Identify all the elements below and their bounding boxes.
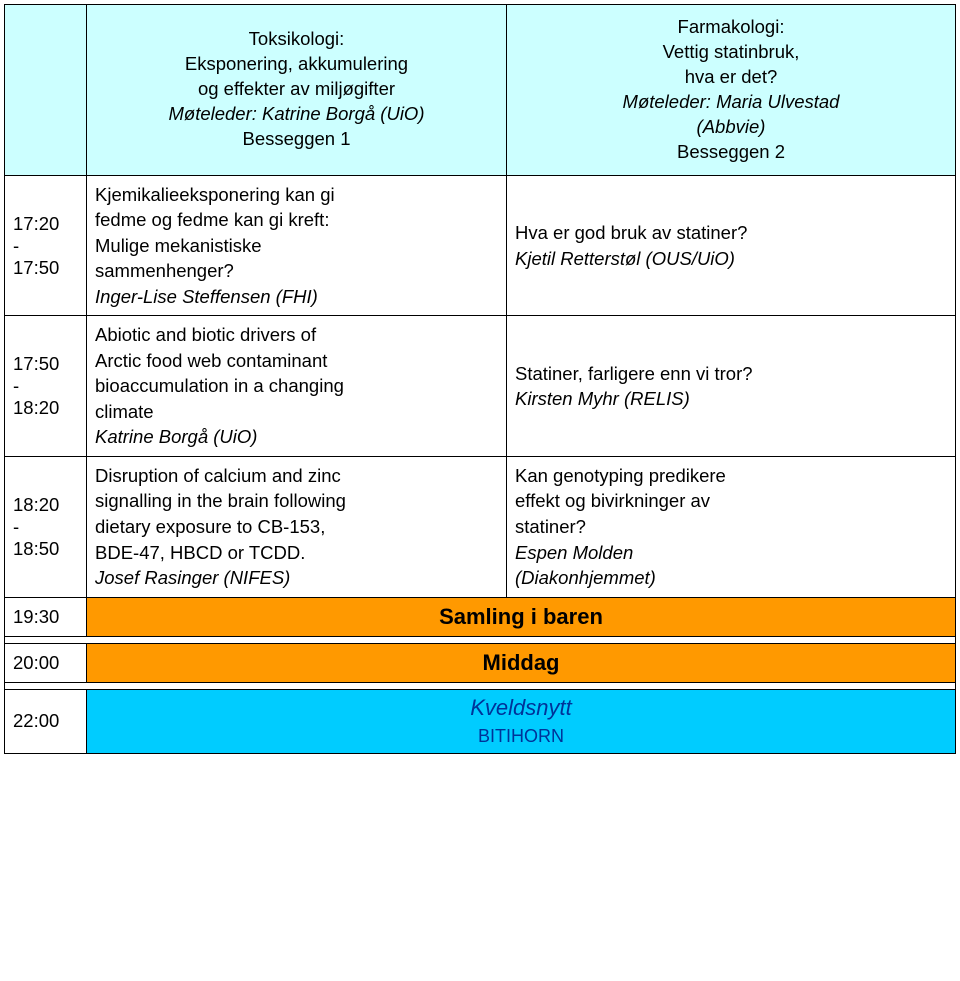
speaker: (Diakonhjemmet) bbox=[515, 567, 656, 588]
right-talk-3: Kan genotyping predikere effekt og bivir… bbox=[507, 456, 956, 597]
dash: - bbox=[13, 516, 19, 537]
line: bioaccumulation in a changing bbox=[95, 375, 344, 396]
middag-cell: Middag bbox=[87, 643, 956, 682]
bitihorn-label: BITIHORN bbox=[478, 726, 564, 746]
spacer-row bbox=[5, 636, 956, 643]
speaker: Katrine Borgå (UiO) bbox=[95, 426, 257, 447]
line: Statiner, farligere enn vi tror? bbox=[515, 363, 753, 384]
dash: - bbox=[13, 235, 19, 256]
header-left-title1: Toksikologi: bbox=[249, 28, 345, 49]
time2: 17:50 bbox=[13, 257, 59, 278]
header-right-title1: Farmakologi: bbox=[678, 16, 785, 37]
time1: 17:50 bbox=[13, 353, 59, 374]
line: Mulige mekanistiske bbox=[95, 235, 262, 256]
header-time-blank bbox=[5, 5, 87, 176]
line: Kjemikalieeksponering kan gi bbox=[95, 184, 335, 205]
header-left-room: Besseggen 1 bbox=[242, 128, 350, 149]
table-row: 17:50 - 18:20 Abiotic and biotic drivers… bbox=[5, 316, 956, 457]
speaker: Josef Rasinger (NIFES) bbox=[95, 567, 290, 588]
header-left-moderator: Møteleder: Katrine Borgå (UiO) bbox=[168, 103, 424, 124]
spacer-row-2 bbox=[5, 682, 956, 689]
header-left: Toksikologi: Eksponering, akkumulering o… bbox=[87, 5, 507, 176]
time-1930: 19:30 bbox=[5, 597, 87, 636]
samling-cell: Samling i baren bbox=[87, 597, 956, 636]
dash: - bbox=[13, 375, 19, 396]
time1: 18:20 bbox=[13, 494, 59, 515]
time2: 18:50 bbox=[13, 538, 59, 559]
session-header-row: Toksikologi: Eksponering, akkumulering o… bbox=[5, 5, 956, 176]
left-talk-3: Disruption of calcium and zinc signallin… bbox=[87, 456, 507, 597]
time-2200: 22:00 bbox=[5, 689, 87, 753]
line: fedme og fedme kan gi kreft: bbox=[95, 209, 329, 230]
spacer bbox=[5, 682, 956, 689]
line: Hva er god bruk av statiner? bbox=[515, 222, 747, 243]
speaker: Espen Molden bbox=[515, 542, 633, 563]
speaker: Kjetil Retterstøl (OUS/UiO) bbox=[515, 248, 735, 269]
left-talk-2: Abiotic and biotic drivers of Arctic foo… bbox=[87, 316, 507, 457]
time1: 17:20 bbox=[13, 213, 59, 234]
table-row: 18:20 - 18:50 Disruption of calcium and … bbox=[5, 456, 956, 597]
right-talk-2: Statiner, farligere enn vi tror? Kirsten… bbox=[507, 316, 956, 457]
row-samling: 19:30 Samling i baren bbox=[5, 597, 956, 636]
left-talk-1: Kjemikalieeksponering kan gi fedme og fe… bbox=[87, 175, 507, 316]
line: Disruption of calcium and zinc bbox=[95, 465, 341, 486]
header-right-title3: hva er det? bbox=[685, 66, 778, 87]
row-middag: 20:00 Middag bbox=[5, 643, 956, 682]
header-right: Farmakologi: Vettig statinbruk, hva er d… bbox=[507, 5, 956, 176]
table-row: 17:20 - 17:50 Kjemikalieeksponering kan … bbox=[5, 175, 956, 316]
line: Kan genotyping predikere bbox=[515, 465, 726, 486]
header-right-mod1: Møteleder: Maria Ulvestad bbox=[623, 91, 840, 112]
line: dietary exposure to CB-153, bbox=[95, 516, 325, 537]
line: Abiotic and biotic drivers of bbox=[95, 324, 316, 345]
line: signalling in the brain following bbox=[95, 490, 346, 511]
line: sammenhenger? bbox=[95, 260, 234, 281]
header-right-title2: Vettig statinbruk, bbox=[663, 41, 800, 62]
line: BDE-47, HBCD or TCDD. bbox=[95, 542, 305, 563]
time2: 18:20 bbox=[13, 397, 59, 418]
header-left-title3: og effekter av miljøgifter bbox=[198, 78, 395, 99]
header-left-title2: Eksponering, akkumulering bbox=[185, 53, 408, 74]
row-kveldsnytt: 22:00 Kveldsnytt BITIHORN bbox=[5, 689, 956, 753]
line: statiner? bbox=[515, 516, 586, 537]
time-cell-2: 17:50 - 18:20 bbox=[5, 316, 87, 457]
time-cell-1: 17:20 - 17:50 bbox=[5, 175, 87, 316]
schedule-table: Toksikologi: Eksponering, akkumulering o… bbox=[4, 4, 956, 754]
header-right-room: Besseggen 2 bbox=[677, 141, 785, 162]
time-cell-3: 18:20 - 18:50 bbox=[5, 456, 87, 597]
kveldsnytt-title: Kveldsnytt bbox=[470, 695, 572, 720]
header-right-mod2: (Abbvie) bbox=[697, 116, 766, 137]
line: climate bbox=[95, 401, 154, 422]
line: Arctic food web contaminant bbox=[95, 350, 327, 371]
speaker: Inger-Lise Steffensen (FHI) bbox=[95, 286, 318, 307]
line: effekt og bivirkninger av bbox=[515, 490, 710, 511]
right-talk-1: Hva er god bruk av statiner? Kjetil Rett… bbox=[507, 175, 956, 316]
spacer bbox=[5, 636, 956, 643]
speaker: Kirsten Myhr (RELIS) bbox=[515, 388, 690, 409]
time-2000: 20:00 bbox=[5, 643, 87, 682]
kveldsnytt-cell: Kveldsnytt BITIHORN bbox=[87, 689, 956, 753]
